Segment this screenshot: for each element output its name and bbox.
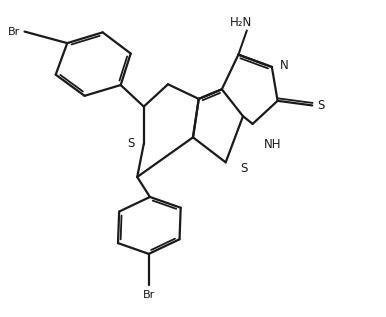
Text: Br: Br bbox=[8, 27, 20, 36]
Text: NH: NH bbox=[263, 138, 281, 151]
Text: S: S bbox=[127, 137, 134, 150]
Text: S: S bbox=[240, 162, 248, 175]
Text: H₂N: H₂N bbox=[230, 16, 252, 29]
Text: Br: Br bbox=[143, 290, 155, 300]
Text: S: S bbox=[317, 99, 324, 112]
Text: N: N bbox=[279, 59, 288, 72]
